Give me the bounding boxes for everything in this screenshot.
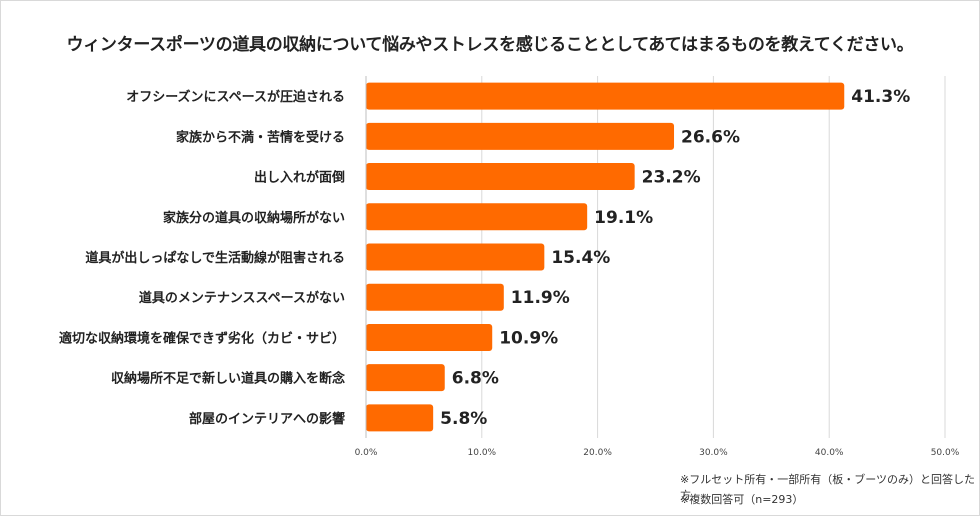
category-label: 収納場所不足で新しい道具の購入を断念 — [111, 371, 345, 387]
bar — [366, 323, 493, 351]
bar — [366, 283, 504, 311]
x-tick-label: 50.0% — [931, 448, 960, 458]
bar — [366, 122, 675, 150]
category-label: 道具が出しっぱなしで生活動線が阻害される — [85, 250, 345, 266]
category-label: 出し入れが面倒 — [254, 170, 345, 186]
footnote-respondents: ※フルセット所有・一部所有（板・ブーツのみ）と回答した方 — [680, 473, 975, 502]
bar — [366, 82, 845, 110]
value-label: 23.2% — [642, 168, 701, 188]
value-label: 41.3% — [851, 87, 910, 107]
value-label: 15.4% — [551, 248, 610, 268]
x-tick-label: 10.0% — [468, 448, 497, 458]
value-label: 6.8% — [452, 369, 499, 389]
x-tick-label: 20.0% — [583, 448, 612, 458]
x-tick-label: 30.0% — [699, 448, 728, 458]
bar — [366, 203, 588, 231]
chart-title: ウィンタースポーツの道具の収納について悩みやストレスを感じることとしてあてはまる… — [66, 35, 914, 55]
category-label: 部屋のインテリアへの影響 — [189, 411, 345, 427]
bar — [366, 404, 434, 432]
x-tick-label: 40.0% — [815, 448, 844, 458]
bar — [366, 163, 635, 191]
category-label: 家族分の道具の収納場所がない — [163, 210, 345, 226]
category-label: オフシーズンにスペースが圧迫される — [126, 89, 345, 105]
category-label: 適切な収納環境を確保できず劣化（カビ・サビ） — [59, 330, 345, 346]
value-label: 19.1% — [594, 208, 653, 228]
bar — [366, 364, 445, 392]
value-label: 5.8% — [440, 409, 487, 429]
category-label: 道具のメンテナンススペースがない — [139, 290, 345, 306]
value-label: 10.9% — [499, 328, 558, 348]
footnote-sample: ※複数回答可（n=293） — [680, 493, 804, 506]
bar — [366, 243, 545, 271]
value-label: 11.9% — [511, 288, 570, 308]
category-label: 家族から不満・苦情を受ける — [176, 129, 345, 145]
value-label: 26.6% — [681, 127, 740, 147]
x-tick-label: 0.0% — [355, 448, 378, 458]
